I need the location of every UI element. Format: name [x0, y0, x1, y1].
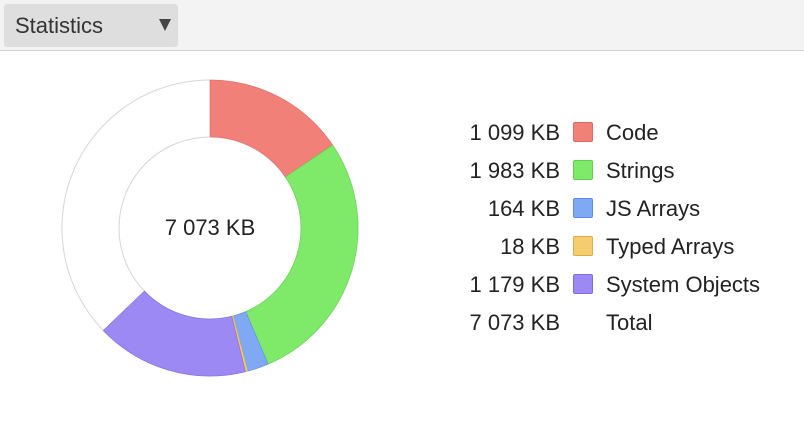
legend-label: Code	[606, 120, 659, 145]
legend-size: 1 179 KB	[469, 272, 560, 297]
legend-swatch	[573, 122, 593, 142]
legend-item-typed-arrays: 18 KB Typed Arrays	[440, 228, 800, 266]
toolbar: Statistics	[0, 0, 804, 51]
chevron-down-icon	[159, 19, 171, 31]
legend-size: 7 073 KB	[469, 310, 560, 335]
legend: 1 099 KB Code 1 983 KB Strings 164 KB JS…	[440, 114, 800, 342]
legend-item-js-arrays: 164 KB JS Arrays	[440, 190, 800, 228]
legend-label: Total	[606, 310, 653, 335]
legend-item-system-objects: 1 179 KB System Objects	[440, 266, 800, 304]
legend-item-total: 7 073 KB Total	[440, 304, 800, 342]
legend-swatch	[573, 160, 593, 180]
legend-label: Strings	[606, 158, 675, 183]
legend-item-strings: 1 983 KB Strings	[440, 152, 800, 190]
legend-label: System Objects	[606, 272, 761, 297]
view-selector-label: Statistics	[15, 13, 104, 38]
legend-size: 1 099 KB	[469, 120, 560, 145]
legend-size: 164 KB	[487, 196, 560, 221]
legend-swatch	[573, 274, 593, 294]
memory-donut-chart: 7 073 KB	[61, 79, 359, 377]
legend-size: 1 983 KB	[469, 158, 560, 183]
legend-swatch	[573, 198, 593, 218]
donut-slice-system-objects	[102, 290, 246, 377]
donut-slices	[61, 79, 359, 377]
donut-slice-strings	[245, 144, 359, 365]
statistics-panel: 7 073 KB 1 099 KB Code 1 983 KB Strings …	[0, 52, 804, 424]
donut-total-label: 7 073 KB	[165, 215, 256, 240]
legend-label: Typed Arrays	[606, 234, 735, 259]
legend-swatch	[573, 236, 593, 256]
legend-item-code: 1 099 KB Code	[440, 114, 800, 152]
view-selector-dropdown[interactable]: Statistics	[4, 4, 178, 47]
legend-size: 18 KB	[500, 234, 560, 259]
legend-label: JS Arrays	[606, 196, 701, 221]
